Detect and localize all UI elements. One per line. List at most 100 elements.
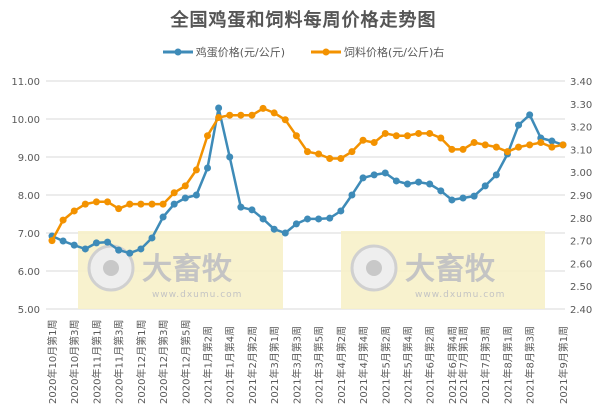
data-point <box>159 213 167 221</box>
x-tick-label: 2020年12月第5周 <box>179 319 192 404</box>
x-tick-label: 2021年6月第2周 <box>424 326 437 404</box>
data-point <box>381 169 389 177</box>
series-lines <box>48 104 567 257</box>
y-left-tick: 7.00 <box>18 229 40 240</box>
watermark-text: 大畜牧 <box>142 252 233 287</box>
data-point <box>248 206 256 214</box>
data-point <box>304 148 311 156</box>
y-right-tick: 2.50 <box>570 282 592 293</box>
x-tick-label: 2020年10月第3周 <box>68 319 81 404</box>
x-axis-labels: 2020年10月第1周 2020年10月第3周 2020年11月第1周 2020年11… <box>46 319 570 404</box>
data-point <box>248 111 256 119</box>
data-point <box>403 132 411 140</box>
data-point <box>215 104 223 112</box>
x-tick-label: 2021年5月第4周 <box>401 326 414 404</box>
x-tick-label: 2021年1月第4周 <box>224 326 237 404</box>
data-point <box>281 229 289 237</box>
x-tick-label: 2021年1月第2周 <box>202 326 215 404</box>
x-tick-label: 2021年7月第1周 <box>457 326 470 404</box>
y-left-tick: 8.00 <box>18 191 40 202</box>
x-tick-label: 2021年5月第2周 <box>379 326 392 404</box>
data-point <box>437 187 445 195</box>
x-tick-label: 2021年7月第3周 <box>479 326 492 404</box>
watermark: 大畜牧 www.dxumu.com <box>341 231 545 309</box>
data-point <box>104 198 112 206</box>
x-tick-label: 2021年6月第4周 <box>446 326 459 404</box>
x-tick-label: 2021年8月第3周 <box>524 326 537 404</box>
y-right-tick: 2.60 <box>570 259 592 270</box>
data-point <box>92 198 100 206</box>
x-tick-label: 2021年3月第1周 <box>268 326 281 404</box>
y-right-tick: 3.40 <box>570 77 592 88</box>
data-point <box>126 200 134 208</box>
data-point <box>515 121 523 129</box>
data-point <box>459 194 467 202</box>
data-point <box>392 132 400 140</box>
data-point <box>381 129 389 137</box>
data-point <box>326 155 334 163</box>
data-point <box>181 194 189 202</box>
data-point <box>237 111 245 119</box>
data-point <box>192 191 200 199</box>
data-point <box>192 166 200 174</box>
y-left-tick: 11.00 <box>11 77 40 88</box>
x-tick-label: 2020年10月第1周 <box>46 319 59 404</box>
data-point <box>326 214 334 222</box>
data-point <box>292 220 300 228</box>
data-point <box>526 141 534 149</box>
data-point <box>492 171 500 179</box>
x-tick-label: 2021年4月第4周 <box>357 326 370 404</box>
legend-label-egg: 鸡蛋价格(元/公斤) <box>195 46 285 59</box>
watermark-text: 大畜牧 <box>405 252 496 287</box>
legend-item-egg: 鸡蛋价格(元/公斤) <box>162 44 285 60</box>
series-feed <box>48 104 567 245</box>
data-point <box>470 192 478 200</box>
x-tick-label: 2021年8月第1周 <box>501 326 514 404</box>
data-point <box>448 145 456 153</box>
y-right-tick: 3.10 <box>570 145 592 156</box>
x-tick-label: 2021年2月第2周 <box>246 326 259 404</box>
legend-label-feed: 饲料价格(元/公斤)右 <box>344 46 445 59</box>
watermark-url: www.dxumu.com <box>415 290 505 300</box>
x-tick-label: 2020年12月第1周 <box>135 319 148 404</box>
data-point <box>159 200 167 208</box>
x-tick-label: 2020年12月第3周 <box>157 319 170 404</box>
data-point <box>237 203 245 211</box>
data-point <box>204 164 212 172</box>
data-point <box>415 178 423 186</box>
data-point <box>548 137 556 145</box>
data-point <box>59 216 67 224</box>
y-right-tick: 3.00 <box>570 168 592 179</box>
data-point <box>370 139 378 147</box>
data-point <box>481 182 489 190</box>
chart-legend: 鸡蛋价格(元/公斤) 饲料价格(元/公斤)右 <box>0 44 607 60</box>
data-point <box>426 180 434 188</box>
x-tick-label: 2021年3月第3周 <box>290 326 303 404</box>
data-point <box>170 189 178 197</box>
y-axis-left: 5.00 6.00 7.00 8.00 9.00 10.00 11.00 <box>11 77 40 316</box>
data-point <box>392 177 400 185</box>
y-left-tick: 9.00 <box>18 153 40 164</box>
data-point <box>348 191 356 199</box>
data-point <box>70 207 78 215</box>
data-point <box>259 215 267 223</box>
y-left-tick: 6.00 <box>18 267 40 278</box>
x-tick-label: 2020年11月第1周 <box>90 319 103 404</box>
data-point <box>148 200 156 208</box>
data-point <box>448 196 456 204</box>
data-point <box>92 239 100 247</box>
x-tick-label: 2020年11月第3周 <box>113 319 126 404</box>
data-point <box>59 237 67 245</box>
y-left-tick: 5.00 <box>18 305 40 316</box>
data-point <box>559 141 567 149</box>
chart-title: 全国鸡蛋和饲料每周价格走势图 <box>170 10 437 31</box>
data-point <box>270 109 278 117</box>
legend-line-egg-icon <box>162 48 193 56</box>
data-point <box>48 237 56 245</box>
data-point <box>526 111 534 119</box>
y-right-tick: 3.20 <box>570 123 592 134</box>
data-point <box>115 205 123 213</box>
y-axis-right: 2.40 2.50 2.60 2.70 2.80 2.90 3.00 3.10 3.20 3.30… <box>570 77 592 316</box>
series-egg <box>48 104 567 257</box>
data-point <box>359 174 367 182</box>
